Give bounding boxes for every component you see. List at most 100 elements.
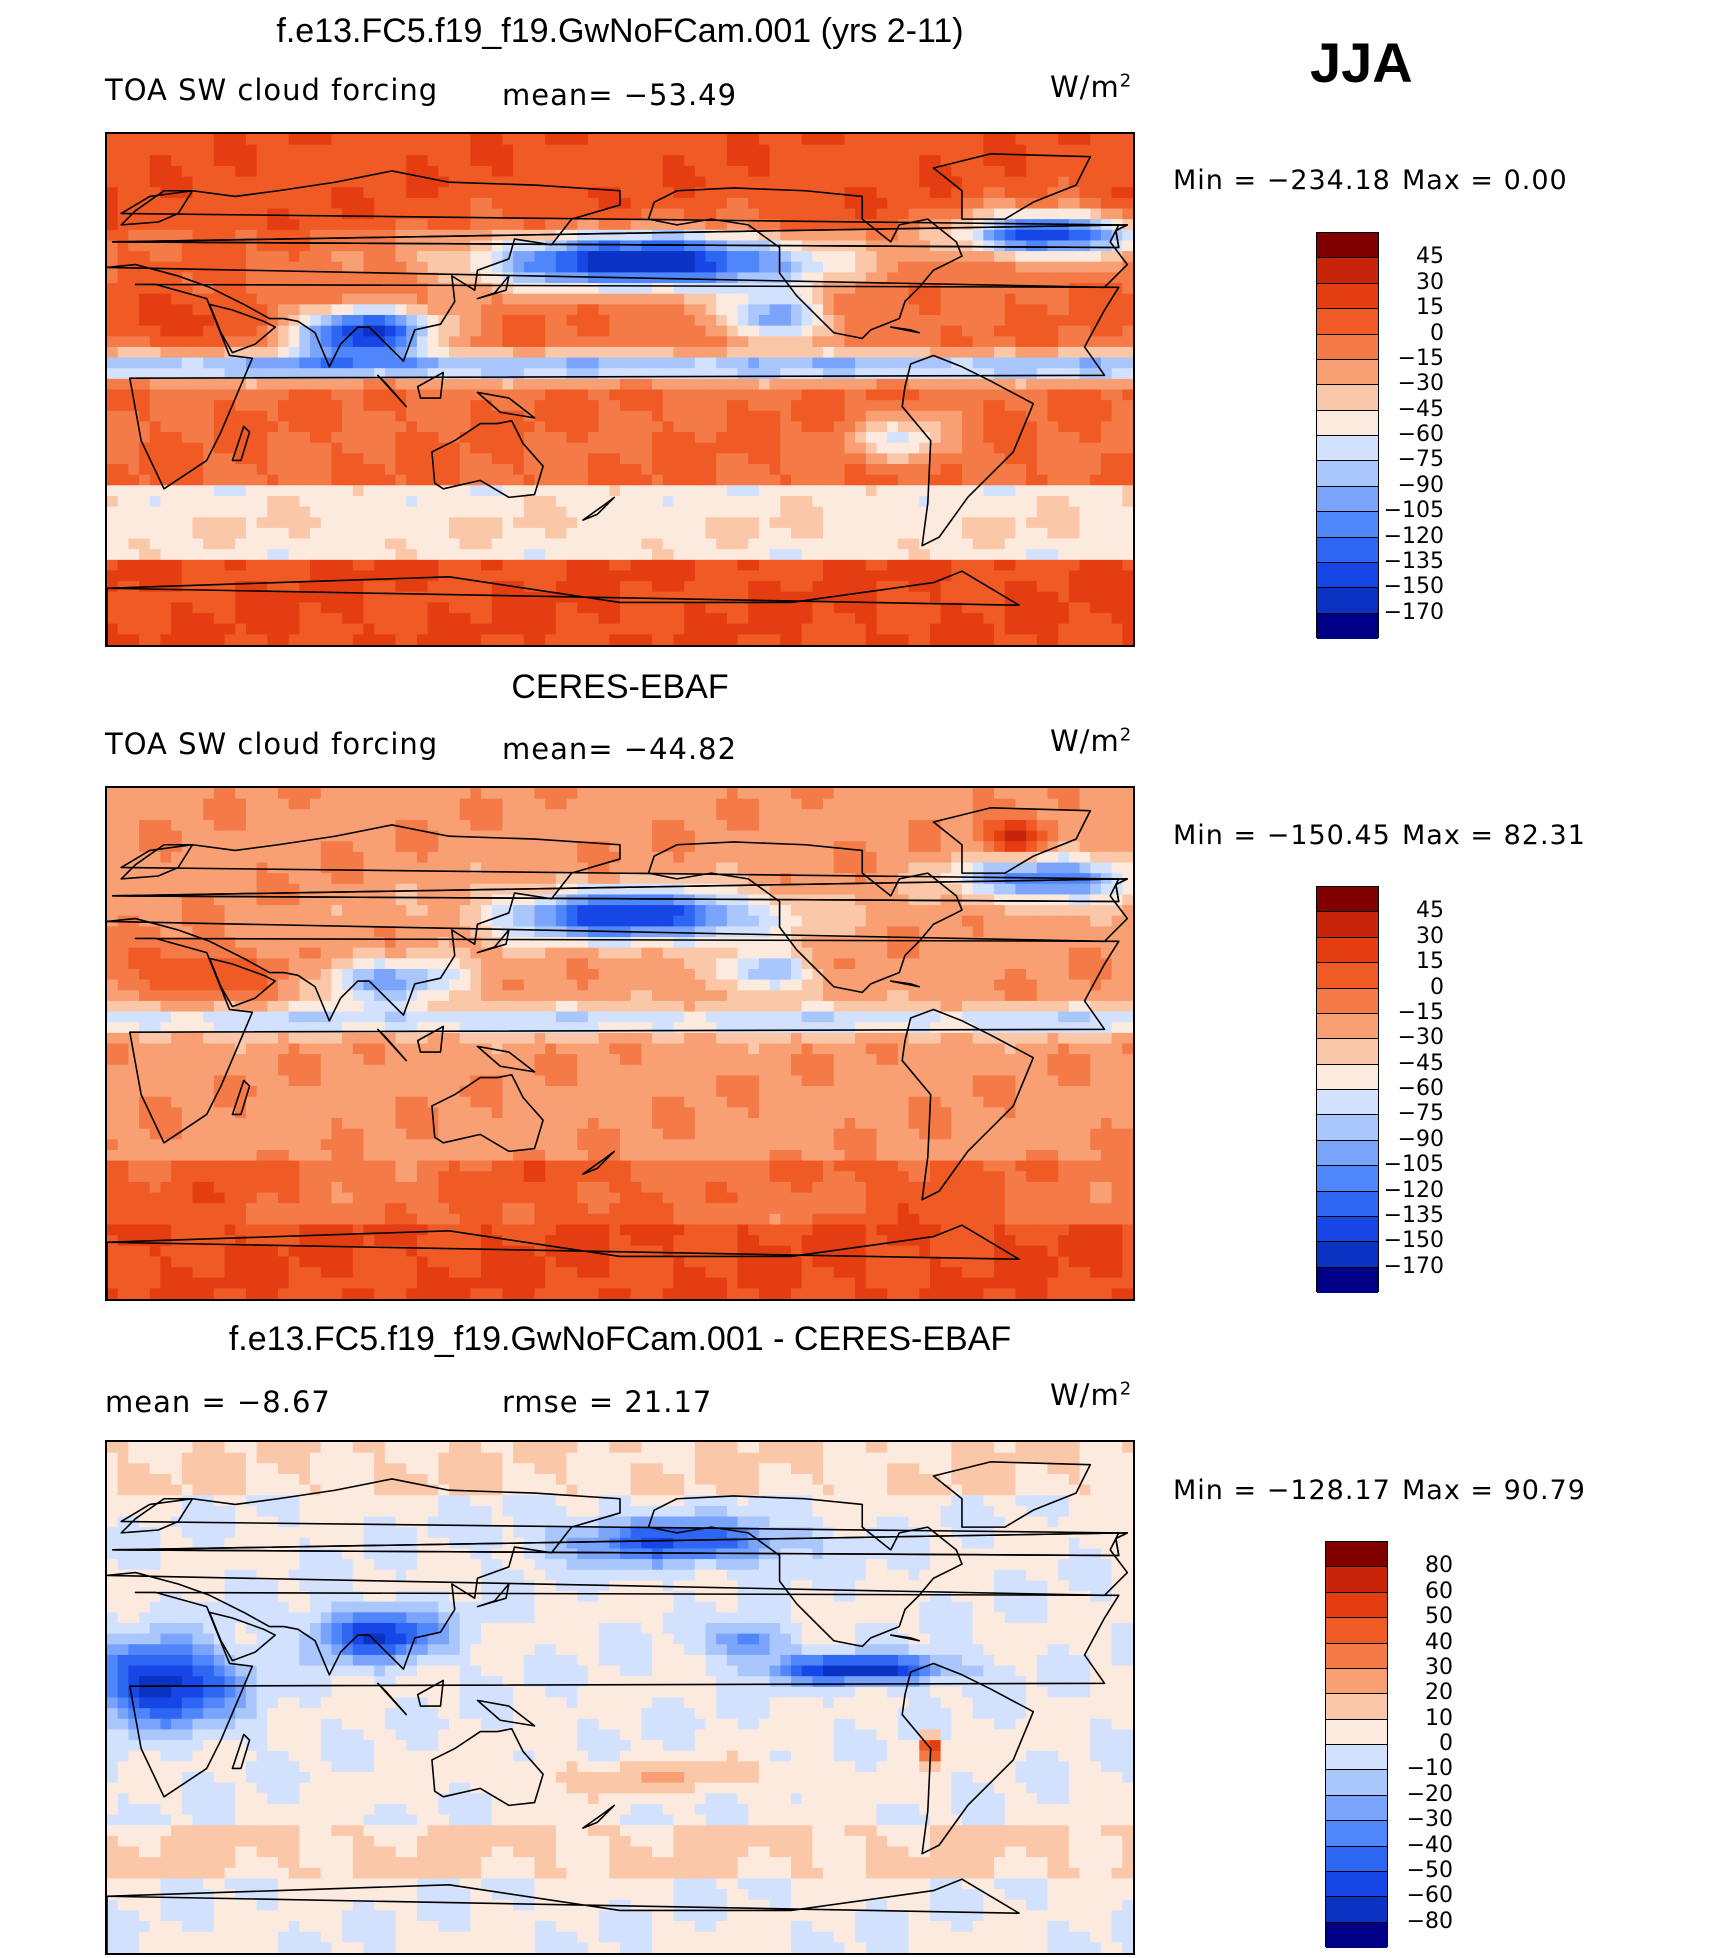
field-cell: [139, 495, 151, 508]
field-cell: [587, 155, 600, 167]
field-cell: [1111, 453, 1123, 465]
field-cell: [855, 283, 867, 295]
field-cell: [1100, 165, 1113, 178]
field-cell: [1047, 336, 1059, 348]
field-cell: [256, 336, 268, 348]
field-cell: [940, 464, 952, 476]
field-cell: [267, 272, 279, 284]
field-cell: [598, 389, 610, 401]
field-cell: [630, 304, 642, 316]
field-cell: [513, 613, 525, 625]
field-cell: [192, 527, 204, 540]
field-cell: [448, 421, 461, 433]
field-cell: [416, 304, 429, 316]
field-cell: [855, 208, 867, 220]
field-cell: [438, 293, 450, 305]
field-cell: [812, 389, 824, 401]
field-cell: [1079, 527, 1091, 540]
field-cell: [748, 474, 760, 486]
field-cell: [352, 517, 365, 529]
field-cell: [812, 485, 824, 497]
field-cell: [1111, 442, 1123, 454]
field-cell: [791, 261, 803, 273]
field-cell: [1079, 378, 1091, 391]
field-cell: [673, 325, 685, 337]
field-cell: [1122, 208, 1133, 220]
field-cell: [513, 293, 525, 305]
field-cell: [171, 634, 183, 645]
field-cell: [374, 357, 386, 369]
field-cell: [1058, 346, 1070, 359]
colorbar-tick-label: −30: [1397, 371, 1444, 397]
field-cell: [299, 506, 311, 518]
field-cell: [1058, 144, 1070, 156]
field-cell: [160, 197, 172, 210]
field-cell: [577, 602, 589, 614]
field-cell: [513, 378, 525, 391]
field-cell: [107, 788, 119, 800]
field-cell: [416, 613, 429, 625]
field-cell: [662, 144, 675, 156]
field-cell: [278, 453, 290, 465]
field-cell: [459, 134, 471, 146]
field-cell: [555, 798, 568, 810]
field-cell: [684, 187, 696, 199]
field-cell: [726, 272, 739, 284]
field-cell: [929, 453, 942, 465]
field-cell: [555, 474, 568, 486]
field-cell: [609, 421, 621, 433]
field-cell: [769, 570, 781, 582]
field-cell: [694, 809, 707, 821]
field-cell: [887, 442, 899, 454]
field-cell: [983, 304, 995, 316]
field-cell: [213, 549, 226, 561]
field-cell: [758, 251, 771, 263]
field-cell: [673, 602, 685, 614]
field-cell: [897, 453, 910, 465]
field-cell: [705, 283, 717, 295]
field-cell: [630, 570, 642, 582]
field-cell: [213, 283, 226, 295]
field-cell: [1122, 325, 1133, 337]
field-cell: [897, 464, 910, 476]
field-cell: [448, 144, 461, 156]
field-cell: [929, 378, 942, 391]
field-cell: [256, 527, 268, 540]
field-cell: [1047, 155, 1059, 167]
field-cell: [555, 432, 568, 444]
field-cell: [513, 634, 525, 645]
field-cell: [235, 219, 247, 231]
field-cell: [363, 336, 375, 348]
field-cell: [620, 293, 632, 305]
field-cell: [887, 187, 899, 199]
field-cell: [577, 325, 589, 337]
field-cell: [577, 581, 589, 593]
field-cell: [694, 368, 707, 380]
field-cell: [139, 165, 151, 178]
field-cell: [342, 549, 354, 561]
field-cell: [972, 251, 984, 263]
field-cell: [844, 788, 856, 800]
field-cell: [566, 570, 578, 582]
field-cell: [192, 788, 204, 800]
field-cell: [224, 410, 236, 423]
field-cell: [887, 538, 899, 550]
field-cell: [235, 442, 247, 454]
field-cell: [213, 187, 226, 199]
field-cell: [310, 357, 322, 369]
field-cell: [267, 506, 279, 518]
field-cell: [833, 304, 846, 316]
field-cell: [438, 378, 450, 391]
field-cell: [1100, 432, 1113, 444]
field-cell: [363, 613, 375, 625]
field-cell: [1122, 368, 1133, 380]
field-cell: [951, 634, 963, 645]
panel1-max: Max = 0.00: [1402, 165, 1568, 196]
field-cell: [491, 570, 504, 582]
field-cell: [245, 634, 258, 645]
field-cell: [363, 559, 375, 572]
field-cell: [384, 251, 397, 263]
field-cell: [267, 809, 279, 821]
field-cell: [1026, 798, 1038, 810]
field-cell: [652, 293, 664, 305]
